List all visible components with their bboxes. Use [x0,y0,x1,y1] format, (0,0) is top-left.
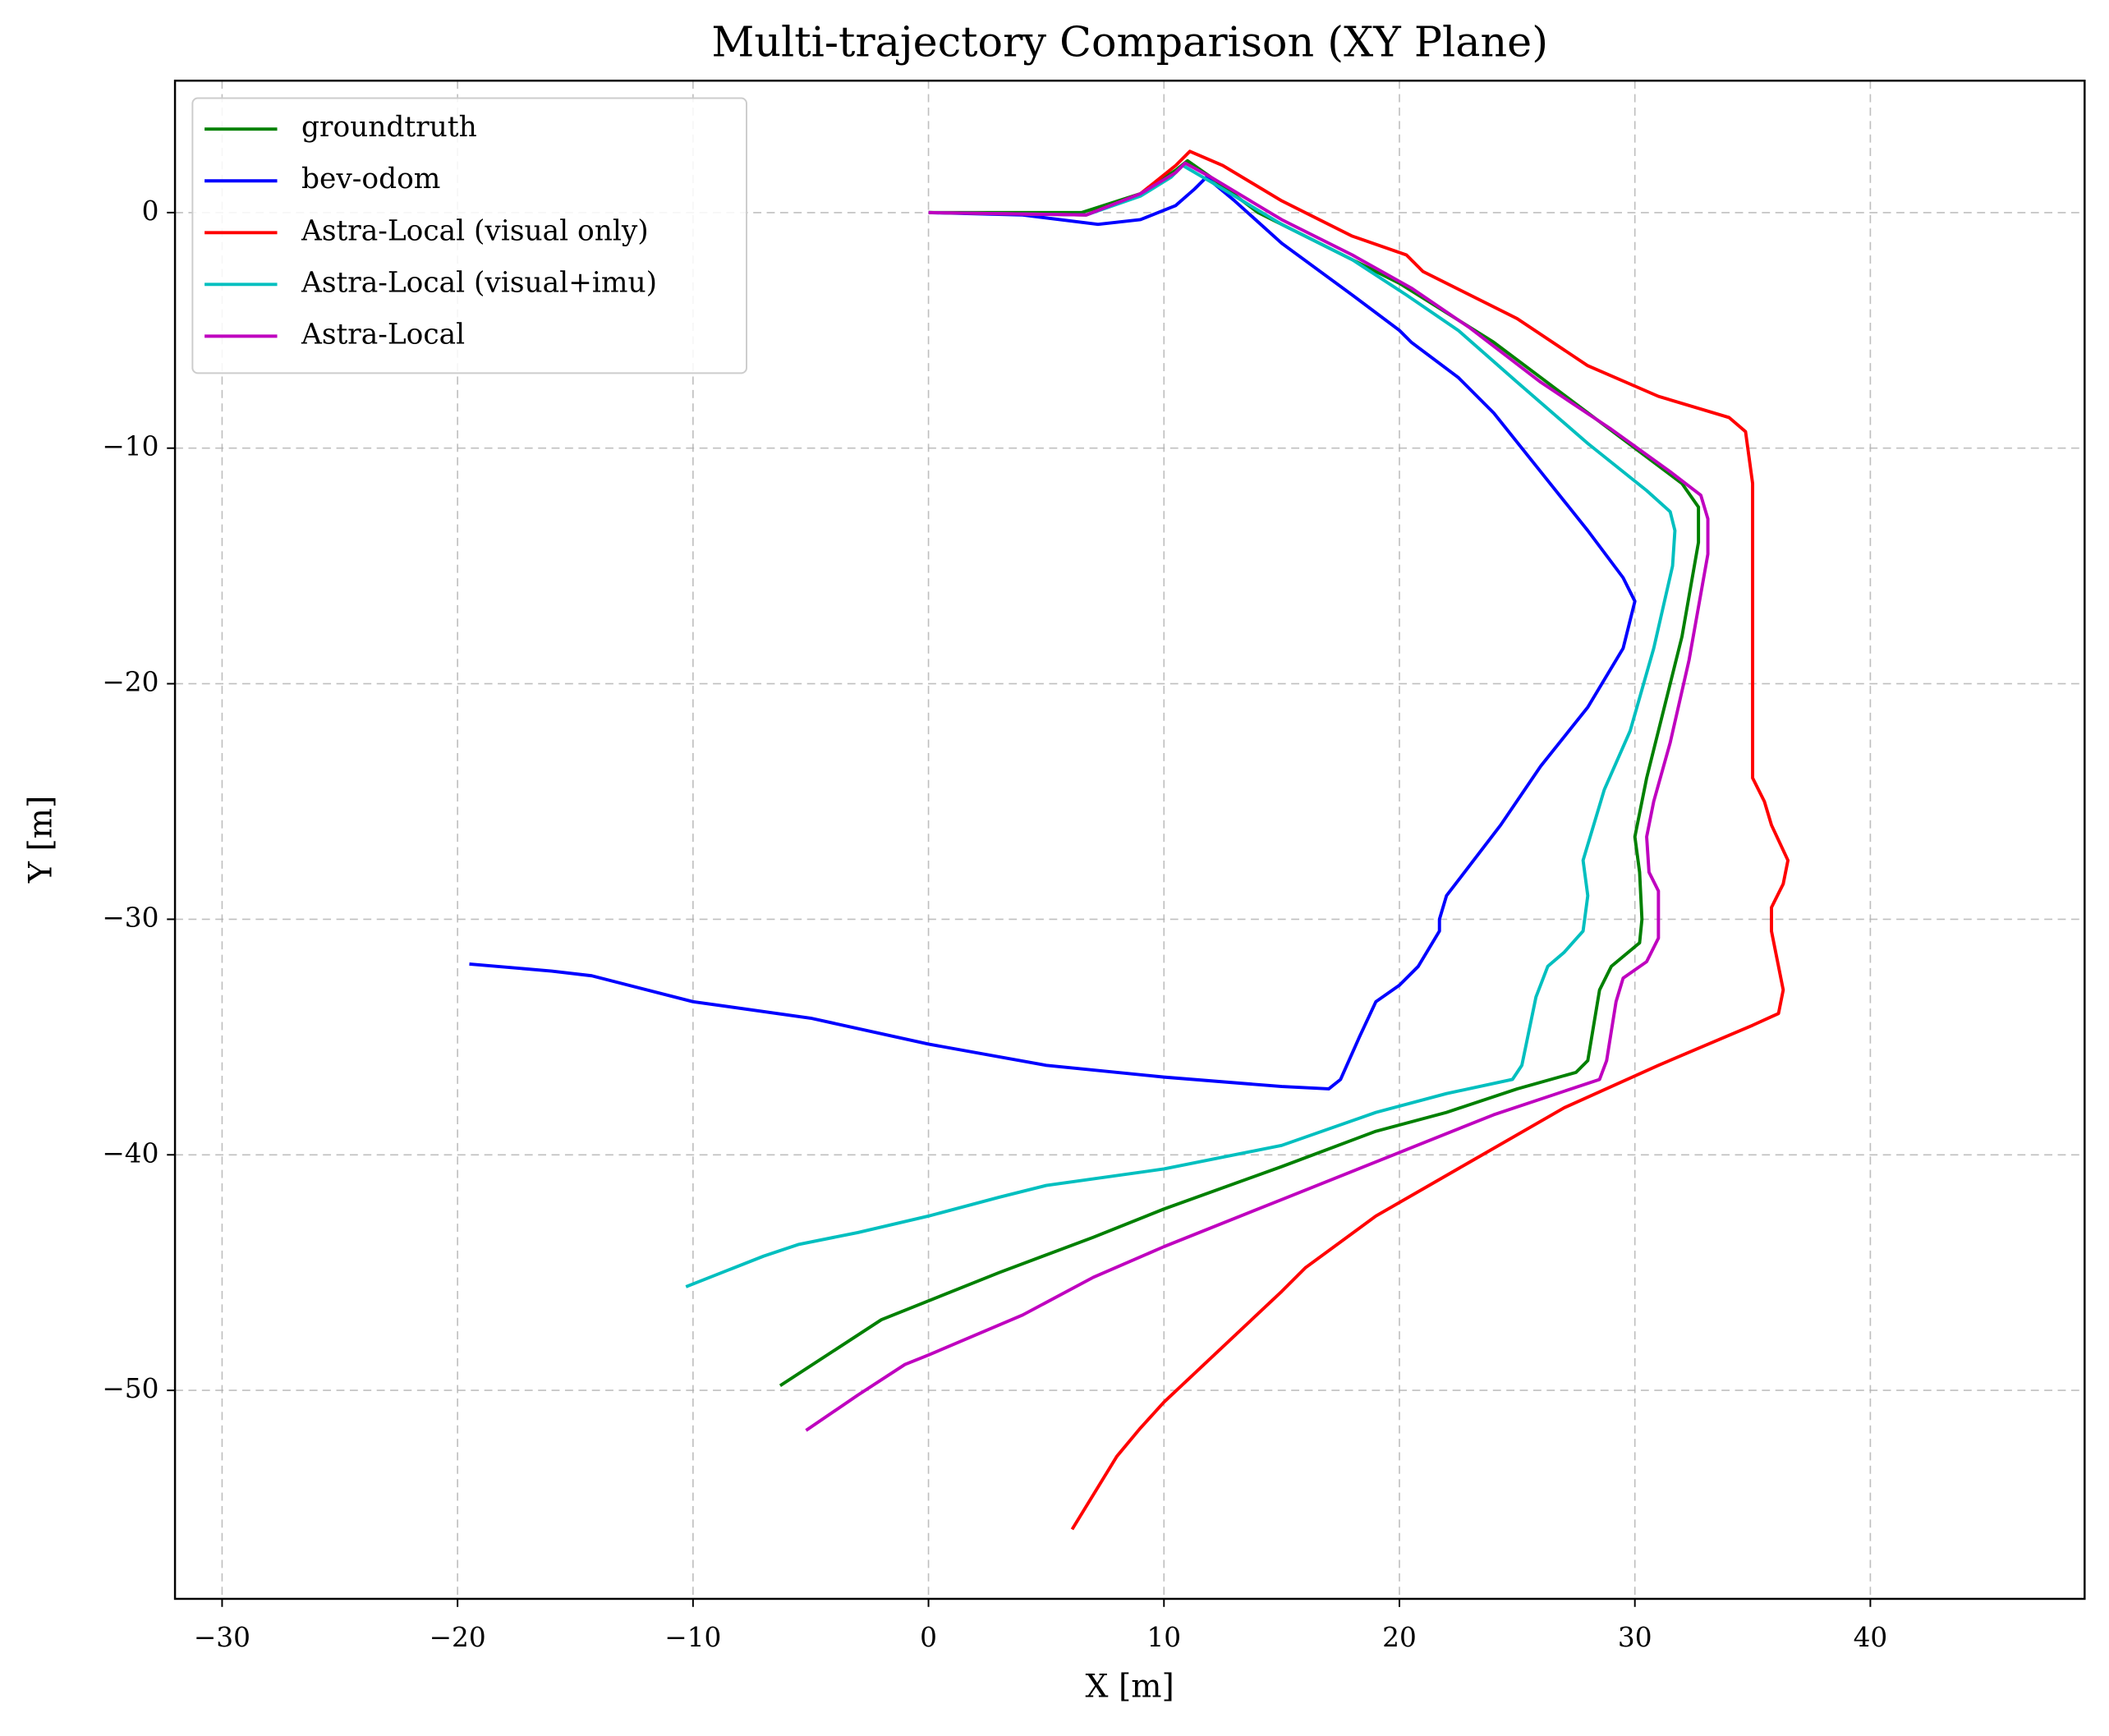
x-tick-label: −10 [664,1622,721,1653]
y-tick-label: −50 [102,1373,159,1404]
x-tick-label: 30 [1618,1622,1652,1653]
legend-label: Astra-Local (visual only) [301,214,649,247]
ticks: −30 −20 −10 0 10 20 30 40 −50 −40 −30 −20 −10 0 [102,195,1887,1653]
grid [175,80,2085,1599]
plot-frame [173,80,2086,1601]
y-tick-label: −10 [102,431,159,462]
x-tick-label: 10 [1146,1622,1181,1653]
x-tick-label: −30 [194,1622,250,1653]
x-tick-label: 20 [1382,1622,1417,1653]
trajectory-line [805,161,1710,1432]
y-axis-label: Y [m] [23,796,60,884]
legend-box [191,97,747,374]
x-tick-label: 40 [1854,1622,1888,1653]
y-tick-label: 0 [142,195,159,227]
legend-label: Astra-Local (visual+imu) [301,266,657,299]
x-axis-label: X [m] [1086,1669,1174,1706]
legend: groundtruth bev-odom Astra-Local (visual o… [191,97,747,374]
trajectory-line [685,163,1677,1288]
y-tick-label: −40 [102,1137,159,1169]
plot-lines [469,149,1790,1531]
legend-label: groundtruth [301,111,477,144]
legend-label: bev-odom [301,163,440,195]
x-tick-label: 0 [920,1622,937,1653]
chart-title: Multi-trajectory Comparison (XY Plane) [711,18,1548,67]
x-tick-label: −20 [430,1622,486,1653]
legend-label: Astra-Local [301,318,465,351]
y-tick-label: −20 [102,667,159,698]
trajectory-line [928,149,1790,1531]
y-tick-label: −30 [102,902,159,933]
